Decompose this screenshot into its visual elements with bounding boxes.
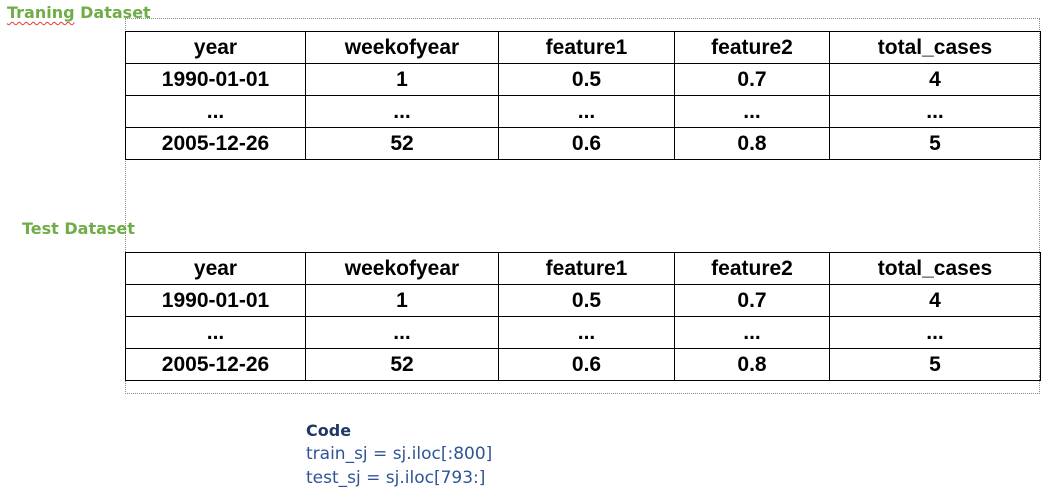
column-header-total-cases: total_cases (829, 31, 1041, 64)
table-row: ... ... ... ... ... (125, 95, 1041, 128)
table-cell: 0.5 (498, 63, 675, 96)
table-cell: ... (125, 316, 306, 349)
training-label-word: Dataset (80, 3, 151, 22)
table-cell: ... (829, 316, 1041, 349)
table-cell: 1 (305, 63, 499, 96)
table-cell: 2005-12-26 (125, 348, 306, 381)
training-dataset-label: Traning Dataset (7, 3, 151, 23)
training-dataset-table: year weekofyear feature1 feature2 total_… (125, 31, 1041, 160)
dotted-frame (125, 18, 1040, 378)
table-cell: 1990-01-01 (125, 63, 306, 96)
column-header-year: year (125, 31, 306, 64)
table-cell: ... (305, 316, 499, 349)
table-cell: 52 (305, 348, 499, 381)
table-cell: 4 (829, 63, 1041, 96)
table-cell: 0.8 (674, 348, 830, 381)
column-header-year: year (125, 252, 306, 285)
table-cell: 5 (829, 348, 1041, 381)
table-row: ... ... ... ... ... (125, 316, 1041, 349)
table-cell: 52 (305, 127, 499, 160)
code-line-train: train_sj = sj.iloc[:800] (306, 444, 493, 464)
table-row: 2005-12-26 52 0.6 0.8 5 (125, 127, 1041, 160)
table-cell: 0.6 (498, 348, 675, 381)
column-header-feature2: feature2 (674, 31, 830, 64)
table-row: 1990-01-01 1 0.5 0.7 4 (125, 63, 1041, 96)
code-title: Code (306, 421, 352, 440)
table-cell: 5 (829, 127, 1041, 160)
table-cell: 0.5 (498, 284, 675, 317)
table-cell: 2005-12-26 (125, 127, 306, 160)
column-header-weekofyear: weekofyear (305, 252, 499, 285)
table-row: 1990-01-01 1 0.5 0.7 4 (125, 284, 1041, 317)
table-cell: ... (674, 95, 830, 128)
table-header-row: year weekofyear feature1 feature2 total_… (125, 31, 1041, 64)
table-cell: ... (829, 95, 1041, 128)
table-cell: ... (125, 95, 306, 128)
table-cell: 1990-01-01 (125, 284, 306, 317)
column-header-feature1: feature1 (498, 31, 675, 64)
column-header-weekofyear: weekofyear (305, 31, 499, 64)
table-cell: ... (674, 316, 830, 349)
table-cell: 1 (305, 284, 499, 317)
column-header-feature1: feature1 (498, 252, 675, 285)
column-header-feature2: feature2 (674, 252, 830, 285)
table-cell: 4 (829, 284, 1041, 317)
code-line-test: test_sj = sj.iloc[793:] (306, 468, 486, 488)
test-dataset-label: Test Dataset (22, 219, 135, 238)
column-header-total-cases: total_cases (829, 252, 1041, 285)
table-cell: ... (498, 95, 675, 128)
table-cell: ... (305, 95, 499, 128)
training-label-word-misspelled: Traning (7, 3, 75, 22)
table-cell: 0.7 (674, 284, 830, 317)
table-cell: 0.6 (498, 127, 675, 160)
code-block: Code train_sj = sj.iloc[:800] test_sj = … (306, 420, 492, 490)
table-header-row: year weekofyear feature1 feature2 total_… (125, 252, 1041, 285)
table-cell: 0.7 (674, 63, 830, 96)
table-cell: 0.8 (674, 127, 830, 160)
test-dataset-table: year weekofyear feature1 feature2 total_… (125, 252, 1041, 381)
table-row: 2005-12-26 52 0.6 0.8 5 (125, 348, 1041, 381)
dotted-frame-bottom (125, 376, 1040, 394)
table-cell: ... (498, 316, 675, 349)
